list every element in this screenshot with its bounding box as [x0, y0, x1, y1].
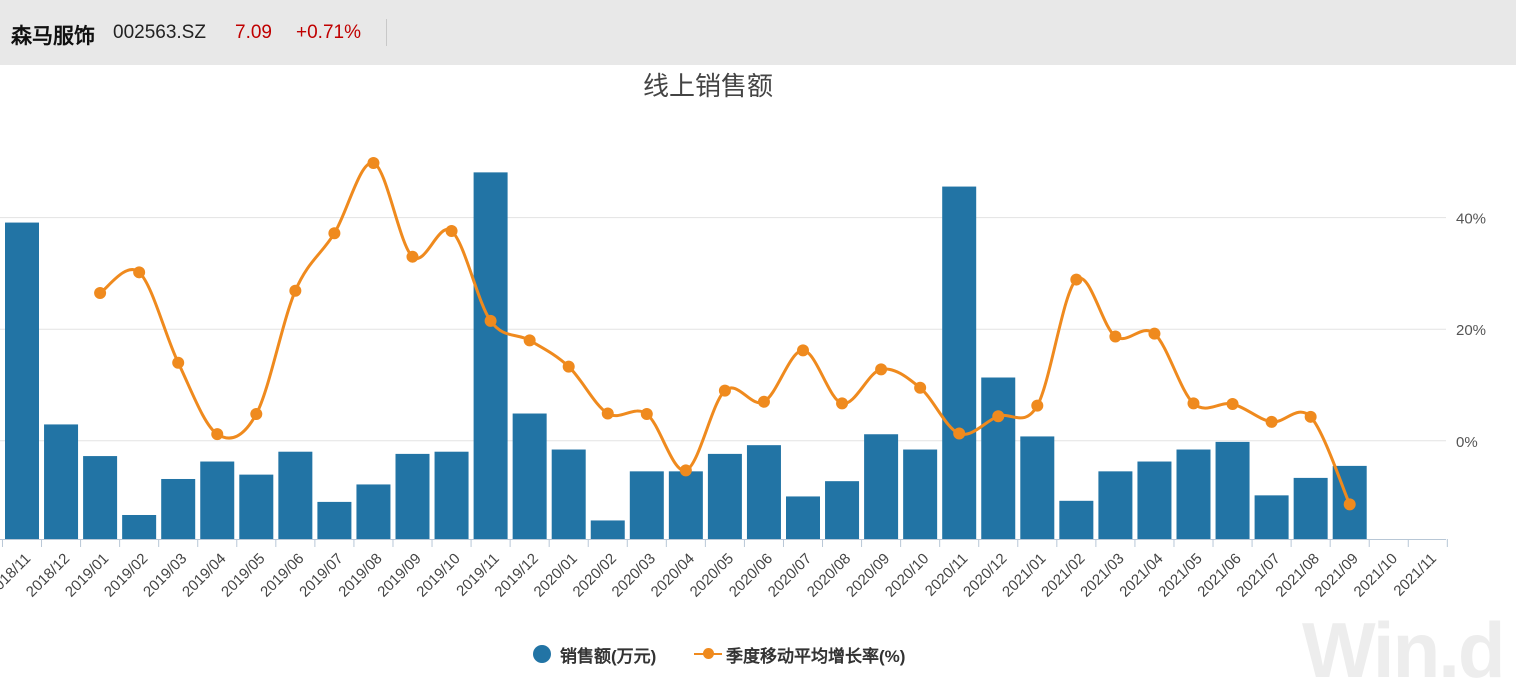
growth-point: [718, 384, 731, 397]
sales-bar: [1254, 495, 1289, 539]
sales-bar: [83, 456, 118, 539]
sales-bar: [1059, 500, 1094, 539]
sales-bar: [551, 449, 586, 539]
sales-bar: [981, 377, 1016, 539]
growth-point: [1304, 410, 1317, 423]
sales-bar: [44, 424, 79, 539]
growth-point: [679, 464, 692, 477]
sales-bar: [1020, 436, 1055, 539]
sales-bar: [473, 172, 508, 539]
sales-bar: [1098, 471, 1133, 539]
sales-bar: [942, 186, 977, 540]
sales-bar: [5, 222, 39, 540]
growth-point: [406, 250, 419, 263]
legend-label-growth: 季度移动平均增长率(%): [726, 647, 906, 666]
sales-bar: [317, 501, 352, 539]
sales-bar: [707, 453, 742, 539]
x-tick-label: 2021/11: [1390, 550, 1440, 600]
legend-bar-marker: [533, 645, 551, 663]
wind-watermark: Win.d: [1302, 606, 1506, 694]
growth-point: [797, 344, 809, 357]
growth-point: [1109, 330, 1122, 343]
header-divider: [386, 19, 387, 46]
growth-point: [1226, 397, 1239, 410]
sales-bar: [1293, 477, 1328, 539]
sales-bar: [864, 434, 899, 539]
sales-bar: [1137, 461, 1172, 539]
growth-point: [484, 314, 497, 327]
sales-bar: [200, 461, 235, 539]
stock-price: 7.09: [235, 22, 272, 43]
y-tick-label: 40%: [1456, 211, 1486, 228]
growth-point: [953, 427, 966, 440]
growth-point: [1187, 397, 1200, 410]
sales-bar: [1215, 441, 1250, 539]
growth-point: [523, 334, 536, 347]
sales-bar: [122, 514, 157, 539]
y-tick-label: 0%: [1456, 434, 1478, 451]
sales-bar: [239, 474, 274, 539]
growth-point: [1343, 498, 1356, 511]
x-tick-label: 2021/10: [1351, 550, 1401, 600]
sales-bar: [903, 449, 938, 539]
sales-bar: [278, 451, 313, 539]
y-tick-label: 20%: [1456, 322, 1486, 339]
x-tick-label: 2019/10: [413, 550, 463, 600]
sales-bar: [629, 471, 664, 539]
sales-bar: [161, 478, 196, 539]
growth-point: [1031, 399, 1044, 412]
growth-point: [914, 381, 927, 394]
sales-bar: [434, 451, 469, 539]
growth-point: [250, 408, 263, 421]
growth-point: [1148, 327, 1161, 340]
growth-point: [133, 266, 146, 279]
sales-bar: [590, 520, 625, 539]
growth-point: [992, 410, 1005, 423]
stock-name[interactable]: 森马服饰: [11, 25, 95, 48]
chart-area: 0%20%40%2018/112018/122019/012019/022019…: [0, 156, 1486, 601]
growth-point: [328, 227, 341, 240]
growth-point: [601, 407, 614, 420]
sales-bar: [786, 496, 820, 539]
growth-point: [94, 286, 107, 299]
growth-point: [1070, 273, 1083, 286]
chart-title: 线上销售额: [642, 71, 773, 101]
growth-point: [211, 428, 224, 441]
sales-bar: [356, 484, 391, 539]
stock-code: 002563.SZ: [113, 22, 206, 43]
growth-point: [289, 284, 302, 297]
sales-bar: [668, 471, 703, 539]
growth-point: [445, 225, 458, 238]
growth-point: [836, 397, 849, 410]
sales-bar: [746, 445, 781, 539]
growth-point: [875, 363, 888, 376]
sales-bar: [825, 481, 860, 539]
growth-point: [172, 356, 185, 369]
growth-point: [1265, 415, 1278, 428]
sales-bar: [1176, 449, 1211, 539]
sales-bar: [395, 453, 430, 539]
growth-point: [640, 408, 653, 421]
stock-change: +0.71%: [296, 22, 361, 43]
quote-header: 森马服饰 002563.SZ 7.09 +0.71%: [0, 0, 1516, 65]
sales-bar: [512, 413, 547, 539]
legend-dot-marker: [703, 648, 714, 659]
growth-point: [562, 360, 575, 373]
x-tick-label: 2020/10: [882, 550, 932, 600]
growth-point: [757, 395, 770, 408]
legend-label-sales: 销售额(万元): [560, 647, 657, 666]
growth-point: [367, 156, 380, 169]
